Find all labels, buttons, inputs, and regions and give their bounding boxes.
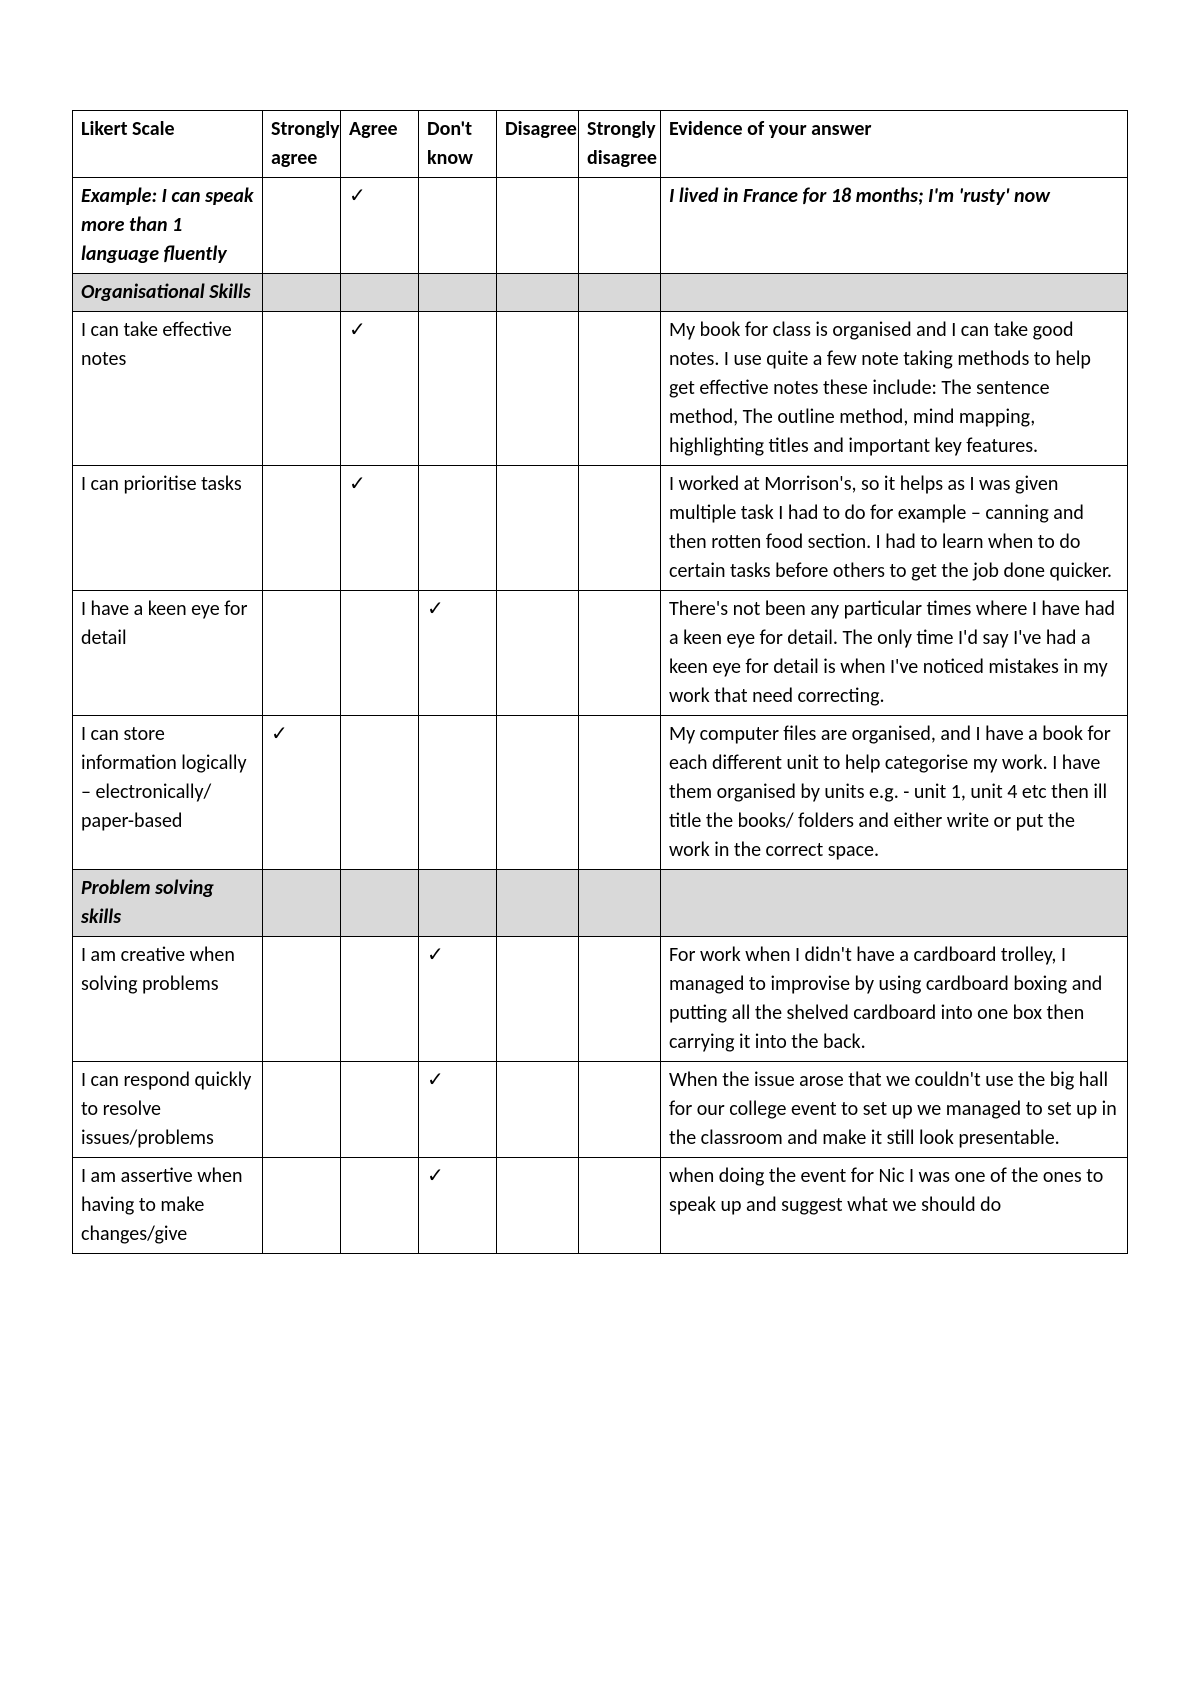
table-row: I can take effective notes ✓ My book for c… [73, 312, 1128, 466]
section-empty-cell [263, 870, 341, 937]
section-empty-cell [579, 274, 661, 312]
rating-cell [497, 312, 579, 466]
table-row: I am creative when solving problems ✓ For … [73, 937, 1128, 1062]
rating-cell [341, 716, 419, 870]
evidence-cell: I worked at Morrison's, so it helps as I… [661, 466, 1128, 591]
rating-cell [263, 178, 341, 274]
rating-cell [497, 178, 579, 274]
rating-cell [263, 312, 341, 466]
section-label: Organisational Skills [73, 274, 263, 312]
rating-cell [579, 716, 661, 870]
rating-cell [497, 466, 579, 591]
table-row: Organisational Skills [73, 274, 1128, 312]
table-row: I am assertive when having to make chang… [73, 1158, 1128, 1254]
evidence-cell: For work when I didn't have a cardboard … [661, 937, 1128, 1062]
rating-cell-checked: ✓ [341, 466, 419, 591]
evidence-cell: There's not been any particular times wh… [661, 591, 1128, 716]
skill-cell: I have a keen eye for detail [73, 591, 263, 716]
rating-cell [579, 178, 661, 274]
rating-cell [263, 1158, 341, 1254]
table-row: Problem solving skills [73, 870, 1128, 937]
section-empty-cell [661, 870, 1128, 937]
section-empty-cell [341, 274, 419, 312]
skill-cell: Example: I can speak more than 1 languag… [73, 178, 263, 274]
rating-cell [263, 1062, 341, 1158]
section-empty-cell [263, 274, 341, 312]
rating-cell [579, 1062, 661, 1158]
header-strongly-disagree: Strongly disagree [579, 111, 661, 178]
header-evidence: Evidence of your answer [661, 111, 1128, 178]
evidence-cell: When the issue arose that we couldn't us… [661, 1062, 1128, 1158]
table-body: Example: I can speak more than 1 languag… [73, 178, 1128, 1254]
header-skill: Likert Scale [73, 111, 263, 178]
rating-cell [419, 312, 497, 466]
skill-cell: I am assertive when having to make chang… [73, 1158, 263, 1254]
evidence-cell: I lived in France for 18 months; I'm 'ru… [661, 178, 1128, 274]
page: Likert Scale Strongly agree Agree Don't … [0, 0, 1200, 1697]
table-row: I have a keen eye for detail ✓ There's not… [73, 591, 1128, 716]
rating-cell [497, 716, 579, 870]
rating-cell-checked: ✓ [341, 312, 419, 466]
rating-cell [263, 937, 341, 1062]
rating-cell [497, 591, 579, 716]
evidence-cell: My computer files are organised, and I h… [661, 716, 1128, 870]
rating-cell [497, 1158, 579, 1254]
skill-cell: I can prioritise tasks [73, 466, 263, 591]
header-disagree: Disagree [497, 111, 579, 178]
rating-cell [341, 1062, 419, 1158]
skill-cell: I can respond quickly to resolve issues/… [73, 1062, 263, 1158]
rating-cell [341, 937, 419, 1062]
rating-cell [419, 466, 497, 591]
header-dont-know: Don't know [419, 111, 497, 178]
rating-cell [341, 1158, 419, 1254]
rating-cell-checked: ✓ [263, 716, 341, 870]
rating-cell [579, 937, 661, 1062]
skill-cell: I can store information logically – elec… [73, 716, 263, 870]
rating-cell [579, 466, 661, 591]
section-empty-cell [497, 870, 579, 937]
rating-cell [419, 178, 497, 274]
skill-cell: I am creative when solving problems [73, 937, 263, 1062]
header-strongly-agree: Strongly agree [263, 111, 341, 178]
rating-cell [579, 312, 661, 466]
rating-cell [497, 937, 579, 1062]
rating-cell-checked: ✓ [341, 178, 419, 274]
table-row: I can store information logically – elec… [73, 716, 1128, 870]
header-agree: Agree [341, 111, 419, 178]
section-empty-cell [579, 870, 661, 937]
section-empty-cell [419, 274, 497, 312]
rating-cell [579, 591, 661, 716]
table-header-row: Likert Scale Strongly agree Agree Don't … [73, 111, 1128, 178]
rating-cell [263, 591, 341, 716]
rating-cell-checked: ✓ [419, 591, 497, 716]
evidence-cell: when doing the event for Nic I was one o… [661, 1158, 1128, 1254]
section-empty-cell [341, 870, 419, 937]
skill-cell: I can take effective notes [73, 312, 263, 466]
table-row: I can prioritise tasks ✓ I worked at Morri… [73, 466, 1128, 591]
evidence-cell: My book for class is organised and I can… [661, 312, 1128, 466]
likert-table: Likert Scale Strongly agree Agree Don't … [72, 110, 1128, 1254]
section-empty-cell [661, 274, 1128, 312]
rating-cell [419, 716, 497, 870]
rating-cell-checked: ✓ [419, 937, 497, 1062]
table-row: Example: I can speak more than 1 languag… [73, 178, 1128, 274]
rating-cell-checked: ✓ [419, 1158, 497, 1254]
rating-cell [579, 1158, 661, 1254]
rating-cell [341, 591, 419, 716]
section-empty-cell [419, 870, 497, 937]
rating-cell [263, 466, 341, 591]
table-row: I can respond quickly to resolve issues/… [73, 1062, 1128, 1158]
section-label: Problem solving skills [73, 870, 263, 937]
section-empty-cell [497, 274, 579, 312]
rating-cell-checked: ✓ [419, 1062, 497, 1158]
rating-cell [497, 1062, 579, 1158]
